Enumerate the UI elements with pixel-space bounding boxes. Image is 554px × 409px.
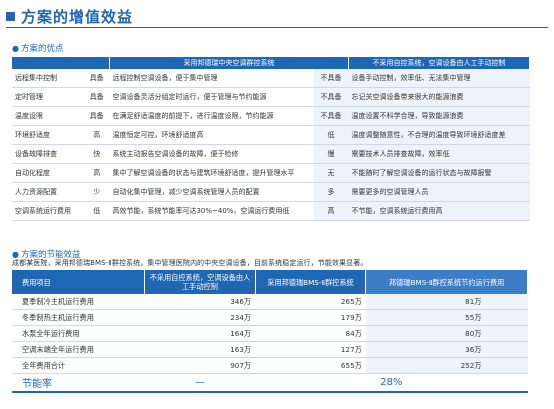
advantage-feature: 设备故障排查 bbox=[12, 144, 84, 164]
advantage-feature: 空调系统运行费用 bbox=[12, 201, 84, 221]
savings-rate-label: 节能率 bbox=[12, 373, 145, 393]
advantage-desc-without: 温度设置不科学合理，导致能源浪费 bbox=[348, 106, 530, 126]
advantage-feature: 定时管理 bbox=[12, 87, 84, 107]
advantages-header-without: 不采用自控系统，空调设备由人工手动控制 bbox=[348, 57, 531, 69]
advantage-level-with: 具备 bbox=[83, 106, 110, 126]
savings-saved: 252万 bbox=[365, 357, 528, 374]
advantage-desc-with: 自动化集中管理，减少空调系统管理人员的配置 bbox=[109, 182, 314, 202]
advantages-row: 环境舒适度高温度恒定可控，环境舒适度高低温度调整随意性，不合理的温度导致环境舒适… bbox=[12, 125, 530, 145]
advantages-header-with: 采用邦德瑞中央空调群控系统 bbox=[109, 57, 349, 69]
advantage-desc-with: 系统主动报告空调设备的故障，便于检修 bbox=[109, 144, 314, 164]
savings-row: 空调末端全年运行费用 163万 127万 36万 bbox=[12, 341, 528, 358]
advantage-feature: 环境舒适度 bbox=[12, 125, 84, 145]
advantage-level-without: 低 bbox=[313, 125, 349, 145]
page-title: 方案的增值效益 bbox=[21, 8, 134, 26]
savings-heading: ● 方案的节能效益 bbox=[12, 248, 81, 261]
advantage-desc-with: 远程控制空调设备，便于集中管理 bbox=[109, 69, 314, 88]
savings-without: 163万 bbox=[144, 341, 256, 358]
advantages-row: 设备故障排查快系统主动报告空调设备的故障，便于检修慢需要技术人员排查故障，效率低 bbox=[12, 144, 530, 164]
savings-row: 水泵全年运行费用 164万 84万 80万 bbox=[12, 325, 528, 342]
advantages-row: 定时管理 具备 空调设备灵活分组定时运行，便于管理与节约能源 不具备 忘记关空调设备带来… bbox=[12, 87, 530, 107]
savings-without: 346万 bbox=[144, 294, 256, 310]
savings-header-saved: 邦德瑞BMS-Ⅱ群控系统节约运行费用 bbox=[365, 270, 528, 294]
advantage-level-without: 高 bbox=[313, 201, 349, 221]
advantage-feature: 远程集中控制 bbox=[12, 69, 84, 88]
advantage-desc-without: 不节能，空调系统运行费用高 bbox=[348, 201, 530, 221]
title-divider bbox=[6, 27, 548, 28]
advantage-desc-with: 在满足舒适温度的前提下，进行温度设限，节约能源 bbox=[109, 106, 314, 126]
advantage-level-without: 不具备 bbox=[313, 87, 349, 107]
advantage-desc-without: 设备手动控制，效率低、无法集中管理 bbox=[348, 69, 530, 88]
advantage-desc-with: 集中了解空调设备的状态与建筑环境舒适度，提升管理水平 bbox=[109, 163, 314, 183]
advantage-level-with: 具备 bbox=[83, 69, 110, 88]
savings-saved: 36万 bbox=[365, 341, 528, 358]
savings-item: 夏季制冷主机运行费用 bbox=[12, 294, 145, 310]
advantage-level-with: 少 bbox=[83, 182, 110, 202]
savings-row: 冬季制热主机运行费用 234万 179万 55万 bbox=[12, 309, 528, 326]
savings-heading-text: 方案的节能效益 bbox=[20, 250, 81, 260]
advantages-heading: ● 方案的优点 bbox=[12, 42, 64, 55]
savings-item: 空调末端全年运行费用 bbox=[12, 341, 145, 358]
page-header: 方案的增值效益 bbox=[6, 6, 133, 27]
advantages-row: 自动化程度高集中了解空调设备的状态与建筑环境舒适度，提升管理水平无不能随时了解空… bbox=[12, 163, 530, 183]
advantage-desc-with: 空调设备灵活分组定时运行，便于管理与节约能源 bbox=[109, 87, 314, 107]
savings-header-item: 费用项目 bbox=[12, 270, 146, 294]
advantage-desc-without: 需要技术人员排查故障，效率低 bbox=[348, 144, 530, 164]
advantages-table: 采用邦德瑞中央空调群控系统 不采用自控系统，空调设备由人工手动控制 远程集中控制… bbox=[12, 57, 531, 221]
advantages-header-blank bbox=[12, 57, 110, 69]
advantage-desc-without: 需要更多的空调管理人员 bbox=[348, 182, 530, 202]
advantage-level-without: 无 bbox=[313, 163, 349, 183]
advantage-level-without: 多 bbox=[313, 182, 349, 202]
advantage-feature: 人力资源配置 bbox=[12, 182, 84, 202]
advantage-level-with: 高 bbox=[83, 125, 110, 145]
advantage-level-with: 快 bbox=[83, 144, 110, 164]
savings-item: 冬季制热主机运行费用 bbox=[12, 309, 145, 326]
savings-item: 全年费用合计 bbox=[12, 357, 145, 374]
savings-rate-dash: — bbox=[144, 373, 256, 393]
advantages-row: 人力资源配置少自动化集中管理，减少空调系统管理人员的配置多需要更多的空调管理人员 bbox=[12, 182, 530, 202]
savings-header-with: 采用邦德瑞BMS-Ⅱ群控系统 bbox=[255, 270, 367, 294]
savings-without: 234万 bbox=[144, 309, 256, 326]
savings-with: 655万 bbox=[255, 357, 366, 374]
advantage-desc-without: 温度调整随意性，不合理的温度导致环境舒适度差 bbox=[348, 125, 530, 145]
advantages-row: 空调系统运行费用低高效节能，系统节能率可达30%~40%，空调运行费用低高不节能… bbox=[12, 201, 530, 221]
savings-saved: 80万 bbox=[365, 325, 528, 342]
advantage-level-without: 不具备 bbox=[313, 106, 349, 126]
advantages-heading-text: 方案的优点 bbox=[20, 44, 64, 54]
advantages-row: 温度设限 具备 在满足舒适温度的前提下，进行温度设限，节约能源 不具备 温度设置不科学合… bbox=[12, 106, 530, 126]
savings-intro: 成都某医院，采用邦德瑞BMS-Ⅱ群控系统，集中管理医院内的中央空调设备，目前系统… bbox=[12, 259, 368, 267]
savings-with: 84万 bbox=[255, 325, 366, 342]
bullet-icon: ● bbox=[12, 249, 19, 259]
savings-rate-row: 节能率 — 28% bbox=[12, 373, 528, 393]
savings-without: 164万 bbox=[144, 325, 256, 342]
savings-with: 265万 bbox=[255, 294, 366, 310]
savings-table: 费用项目 不采用自控系统，空调设备由人工手动控制 采用邦德瑞BMS-Ⅱ群控系统 … bbox=[12, 270, 528, 393]
advantages-row: 远程集中控制 具备 远程控制空调设备，便于集中管理 不具备 设备手动控制，效率低、无法集… bbox=[12, 69, 530, 88]
advantage-desc-without: 不能随时了解空调设备的运行状态与故障报警 bbox=[348, 163, 530, 183]
advantage-level-with: 具备 bbox=[83, 87, 110, 107]
savings-saved: 55万 bbox=[365, 309, 528, 326]
advantage-level-without: 不具备 bbox=[313, 69, 349, 88]
savings-item: 水泵全年运行费用 bbox=[12, 325, 145, 342]
title-square-icon bbox=[6, 12, 15, 21]
advantage-desc-with: 高效节能，系统节能率可达30%~40%，空调运行费用低 bbox=[109, 201, 314, 221]
savings-with: 179万 bbox=[255, 309, 366, 326]
advantage-level-with: 高 bbox=[83, 163, 110, 183]
advantage-feature: 温度设限 bbox=[12, 106, 84, 126]
savings-rate-value: 28% bbox=[255, 373, 528, 393]
savings-header-without: 不采用自控系统，空调设备由人工手动控制 bbox=[144, 270, 256, 294]
advantage-desc-with: 温度恒定可控，环境舒适度高 bbox=[109, 125, 314, 145]
savings-row: 全年费用合计 907万 655万 252万 bbox=[12, 357, 528, 374]
advantage-level-without: 慢 bbox=[313, 144, 349, 164]
advantage-level-with: 低 bbox=[83, 201, 110, 221]
advantage-desc-without: 忘记关空调设备带来很大的能源浪费 bbox=[348, 87, 530, 107]
savings-row: 夏季制冷主机运行费用 346万 265万 81万 bbox=[12, 294, 528, 310]
savings-with: 127万 bbox=[255, 341, 366, 358]
savings-without: 907万 bbox=[144, 357, 256, 374]
advantage-feature: 自动化程度 bbox=[12, 163, 84, 183]
savings-saved: 81万 bbox=[365, 294, 528, 310]
bullet-icon: ● bbox=[12, 43, 19, 53]
